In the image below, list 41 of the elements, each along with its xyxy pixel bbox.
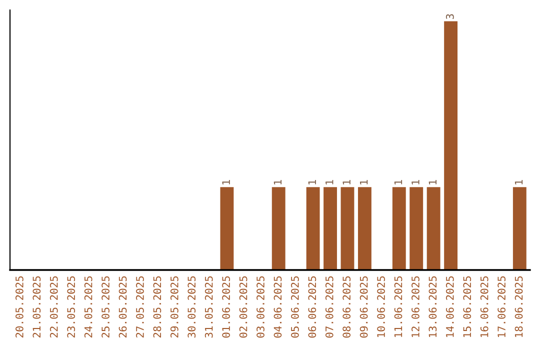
x-tick-label: 10.06.2025 <box>377 276 385 338</box>
x-tick-label: 21.05.2025 <box>32 276 41 338</box>
x-tick-label: 29.05.2025 <box>170 276 178 338</box>
data-label: 1 <box>394 180 402 184</box>
x-tick-label: 20.05.2025 <box>16 276 24 338</box>
x-tick-label: 28.05.2025 <box>153 276 162 338</box>
x-tick-label: 01.06.2025 <box>222 276 230 338</box>
data-label: 3 <box>446 14 454 20</box>
x-tick-label: 26.05.2025 <box>118 276 127 338</box>
x-tick-label: 25.05.2025 <box>102 276 110 338</box>
x-tick-label: 18.06.2025 <box>514 276 523 338</box>
x-tick-label: 16.06.2025 <box>480 276 488 338</box>
data-label: 1 <box>342 180 350 184</box>
data-label: 1 <box>274 180 282 184</box>
x-tick-label: 14.06.2025 <box>446 276 454 338</box>
data-label: 1 <box>360 180 368 184</box>
data-label: 1 <box>308 180 316 184</box>
x-tick-label: 06.06.2025 <box>308 276 316 338</box>
x-tick-label: 05.06.2025 <box>291 276 299 338</box>
x-tick-label: 15.06.2025 <box>463 276 472 338</box>
x-tick-label: 31.05.2025 <box>204 276 213 338</box>
x-tick-label: 22.05.2025 <box>50 276 58 338</box>
data-label: 1 <box>428 180 436 184</box>
data-label: 1 <box>412 180 420 184</box>
x-tick-label: 04.06.2025 <box>274 276 282 338</box>
data-label: 1 <box>222 180 230 184</box>
x-tick-label: 11.06.2025 <box>394 276 402 338</box>
x-tick-label: 17.06.2025 <box>498 276 506 338</box>
x-tick-label: 09.06.2025 <box>360 276 368 338</box>
data-label: 1 <box>326 180 334 184</box>
x-tick-label: 03.06.2025 <box>256 276 264 338</box>
x-tick-label: 24.05.2025 <box>84 276 92 338</box>
x-tick-label: 08.06.2025 <box>342 276 351 338</box>
x-tick-label: 27.05.2025 <box>136 276 144 338</box>
x-tick-label: 30.05.2025 <box>188 276 196 338</box>
data-label: 1 <box>514 180 523 184</box>
x-tick-label: 02.06.2025 <box>239 276 248 338</box>
x-tick-label: 13.06.2025 <box>428 276 437 338</box>
x-tick-label: 23.05.2025 <box>67 276 76 338</box>
x-tick-label: 07.06.2025 <box>325 276 334 338</box>
x-tick-label: 12.06.2025 <box>412 276 420 338</box>
